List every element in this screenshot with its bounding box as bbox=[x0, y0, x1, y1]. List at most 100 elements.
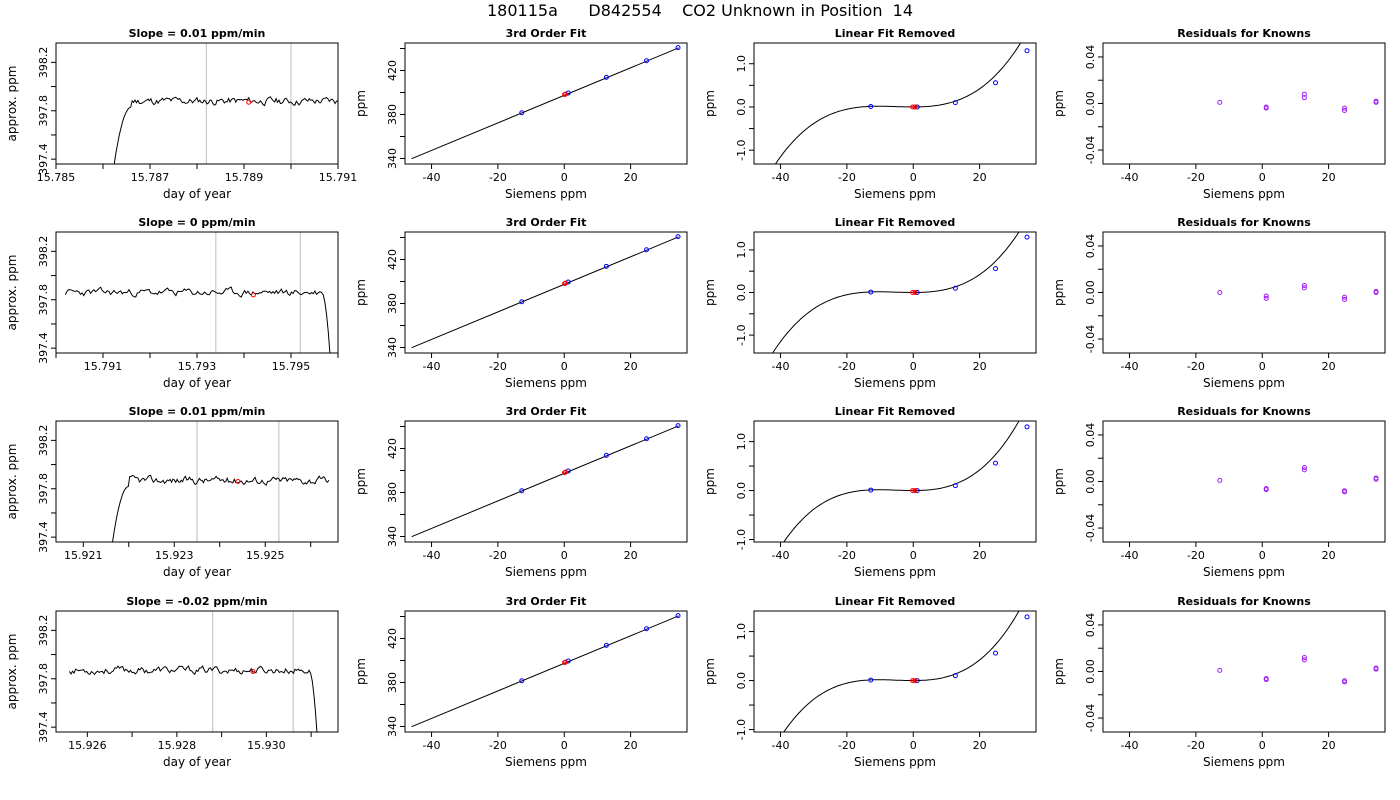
x-tick-label: 0 bbox=[910, 549, 917, 562]
x-tick-label: 20 bbox=[973, 171, 987, 184]
plot-area bbox=[1217, 655, 1379, 685]
x-tick-label: 15.925 bbox=[246, 549, 285, 562]
y-tick-label: 340 bbox=[386, 337, 399, 358]
residual-point bbox=[1342, 679, 1348, 685]
known-point bbox=[1024, 234, 1030, 240]
y-tick-label: 380 bbox=[386, 293, 399, 314]
y-tick-label: 397.4 bbox=[37, 332, 50, 364]
y-tick-label: 0.04 bbox=[1084, 613, 1097, 638]
residual-point bbox=[1263, 677, 1269, 683]
plot-area bbox=[411, 613, 681, 728]
chart-title: Linear Fit Removed bbox=[835, 405, 956, 418]
x-tick-label: 0 bbox=[561, 360, 568, 373]
known-point bbox=[868, 487, 874, 493]
y-tick-label: 420 bbox=[386, 60, 399, 81]
residual-point bbox=[1373, 666, 1379, 672]
panel-r1-linrem: Linear Fit Removed Siemens ppm ppm -40 -20 0 2… bbox=[703, 27, 1037, 201]
known-point bbox=[603, 74, 609, 80]
residual-point bbox=[1263, 293, 1269, 299]
y-tick-label: 340 bbox=[386, 716, 399, 737]
known-point bbox=[914, 678, 920, 684]
y-tick-label: 0.0 bbox=[735, 284, 748, 302]
plot-area bbox=[411, 45, 681, 160]
y-tick-label: 0.00 bbox=[1084, 469, 1097, 494]
residual-point bbox=[1373, 290, 1379, 295]
sample-point bbox=[912, 290, 918, 295]
panel-r1-trace: Slope = 0.01 ppm/min day of year approx. p… bbox=[5, 27, 358, 201]
x-tick-label: -20 bbox=[1187, 549, 1205, 562]
concentration-trace bbox=[68, 665, 318, 732]
x-tick-label: -20 bbox=[489, 171, 507, 184]
y-axis-label: approx. ppm bbox=[5, 634, 19, 710]
sample-point bbox=[563, 469, 569, 475]
known-point bbox=[519, 678, 525, 684]
plot-area bbox=[1217, 465, 1379, 495]
y-tick-label: 0.04 bbox=[1084, 423, 1097, 448]
x-tick-label: -40 bbox=[772, 171, 790, 184]
plot-area bbox=[113, 43, 338, 164]
y-tick-label: 0.0 bbox=[735, 482, 748, 500]
plot-area bbox=[112, 421, 330, 542]
plot-area bbox=[774, 43, 1030, 164]
x-axis-label: Siemens ppm bbox=[854, 376, 936, 390]
x-axis-label: Siemens ppm bbox=[505, 187, 587, 201]
x-tick-label: 15.928 bbox=[158, 739, 197, 752]
panel-r1-resid: Residuals for Knowns Siemens ppm ppm -40 -20… bbox=[1052, 27, 1386, 201]
chart-title: 3rd Order Fit bbox=[506, 216, 587, 229]
sample-mean-marker bbox=[250, 292, 256, 298]
x-tick-label: -40 bbox=[772, 360, 790, 373]
y-tick-label: 420 bbox=[386, 628, 399, 649]
x-axis-label: day of year bbox=[163, 755, 231, 769]
x-tick-label: -40 bbox=[1121, 549, 1139, 562]
x-tick-label: 20 bbox=[973, 360, 987, 373]
residual-point bbox=[1342, 489, 1348, 495]
residual-point bbox=[1301, 465, 1307, 471]
known-point bbox=[952, 100, 958, 106]
fit-line bbox=[411, 47, 679, 160]
y-tick-label: -0.04 bbox=[1084, 704, 1097, 732]
y-tick-label: 380 bbox=[386, 104, 399, 125]
residual-point bbox=[1217, 477, 1223, 483]
known-point bbox=[603, 452, 609, 458]
y-tick-label: 398.2 bbox=[37, 236, 50, 267]
plot-area bbox=[772, 232, 1030, 353]
y-tick-label: -0.04 bbox=[1084, 325, 1097, 353]
y-tick-label: 398.2 bbox=[37, 615, 50, 647]
known-point bbox=[952, 673, 958, 679]
known-point bbox=[993, 80, 999, 86]
plot-frame bbox=[1102, 42, 1386, 165]
residual-point bbox=[1301, 657, 1307, 663]
x-tick-label: -20 bbox=[838, 360, 856, 373]
x-tick-label: -40 bbox=[1121, 360, 1139, 373]
known-point bbox=[644, 58, 650, 64]
x-tick-label: 15.791 bbox=[319, 171, 358, 184]
chart-title: Residuals for Knowns bbox=[1177, 405, 1311, 418]
x-tick-label: 15.793 bbox=[178, 360, 217, 373]
chart-title: Residuals for Knowns bbox=[1177, 27, 1311, 40]
x-axis-label: Siemens ppm bbox=[1203, 187, 1285, 201]
plot-frame bbox=[753, 420, 1037, 543]
sample-point bbox=[910, 104, 916, 110]
y-tick-label: 397.8 bbox=[37, 663, 50, 695]
plot-area bbox=[411, 423, 681, 538]
x-tick-label: 0 bbox=[561, 171, 568, 184]
known-point bbox=[644, 626, 650, 632]
y-tick-label: 397.8 bbox=[37, 95, 50, 127]
known-point bbox=[603, 263, 609, 269]
y-tick-label: 397.8 bbox=[37, 284, 50, 316]
panel-r3-resid: Residuals for Knowns Siemens ppm ppm -40 -20… bbox=[1052, 405, 1386, 579]
plot-frame bbox=[404, 420, 688, 543]
known-point bbox=[993, 460, 999, 466]
panel-r1-fit: 3rd Order Fit Siemens ppm ppm -40 -20 0 20 340 3… bbox=[354, 27, 688, 201]
y-tick-label: 0.00 bbox=[1084, 659, 1097, 684]
x-tick-label: -20 bbox=[489, 360, 507, 373]
x-tick-label: 20 bbox=[973, 739, 987, 752]
plot-frame bbox=[1102, 420, 1386, 543]
y-tick-label: 0.0 bbox=[735, 672, 748, 690]
residual-point bbox=[1217, 667, 1223, 673]
fit-curve bbox=[783, 421, 1020, 542]
plot-frame bbox=[753, 610, 1037, 733]
sample-point bbox=[910, 290, 916, 295]
known-point bbox=[993, 650, 999, 656]
y-tick-label: 0.00 bbox=[1084, 280, 1097, 305]
